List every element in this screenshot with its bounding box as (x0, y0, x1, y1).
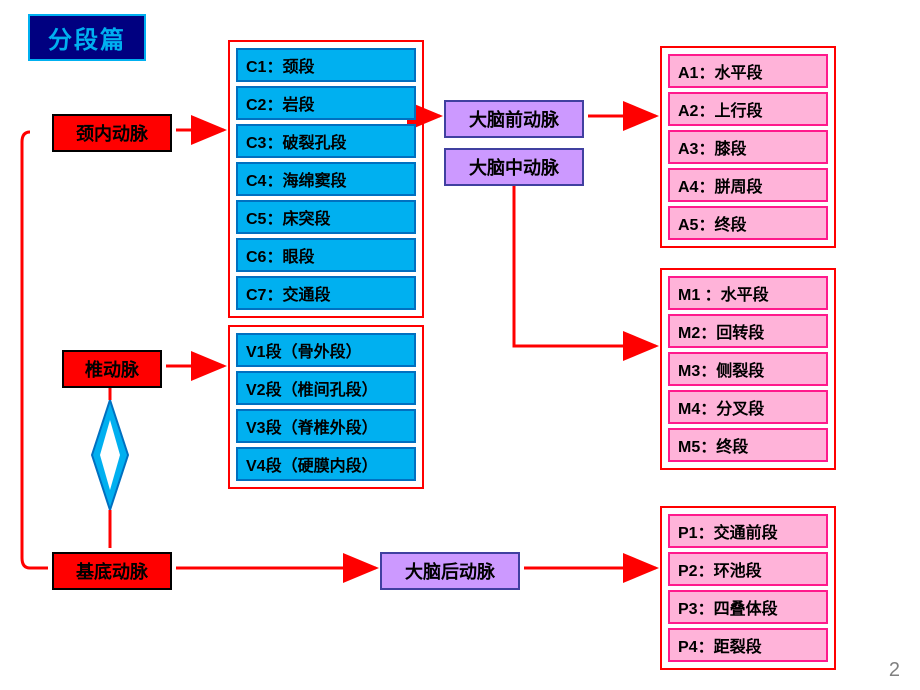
segment-item: C7：交通段 (236, 276, 416, 310)
arrow-mca-path (514, 182, 656, 346)
segment-item: C3：破裂孔段 (236, 124, 416, 158)
group-c: C1：颈段 C2：岩段 C3：破裂孔段 C4：海绵窦段 C5：床突段 C6：眼段 C7：交通… (228, 40, 424, 318)
segment-item: C5：床突段 (236, 200, 416, 234)
node-pca: 大脑后动脉 (380, 552, 520, 590)
diagram-canvas: { "title": "分段篇", "page_number": "2", "c… (0, 0, 920, 690)
segment-item: P2：环池段 (668, 552, 828, 586)
segment-item: C6：眼段 (236, 238, 416, 272)
segment-item: A1：水平段 (668, 54, 828, 88)
segment-item: M1 ：水平段 (668, 276, 828, 310)
segment-item: A2：上行段 (668, 92, 828, 126)
arrow-left-trunk (22, 132, 48, 568)
node-va: 椎动脉 (62, 350, 162, 388)
group-p: P1：交通前段 P2：环池段 P3：四叠体段 P4：距裂段 (660, 506, 836, 670)
group-m: M1 ：水平段 M2：回转段 M3：侧裂段 M4：分叉段 M5：终段 (660, 268, 836, 470)
segment-item: M5：终段 (668, 428, 828, 462)
page-number: 2 (889, 659, 900, 682)
segment-item: A5：终段 (668, 206, 828, 240)
segment-item: M2：回转段 (668, 314, 828, 348)
group-v: V1段（骨外段） V2段（椎间孔段） V3段（脊椎外段） V4段（硬膜内段） (228, 325, 424, 489)
segment-item: M3：侧裂段 (668, 352, 828, 386)
section-title: 分段篇 (28, 14, 146, 61)
segment-item: V2段（椎间孔段） (236, 371, 416, 405)
segment-item: P1：交通前段 (668, 514, 828, 548)
segment-item: A4：胼周段 (668, 168, 828, 202)
segment-item: C4：海绵窦段 (236, 162, 416, 196)
segment-item: P4：距裂段 (668, 628, 828, 662)
group-a: A1：水平段 A2：上行段 A3：膝段 A4：胼周段 A5：终段 (660, 46, 836, 248)
node-ica: 颈内动脉 (52, 114, 172, 152)
segment-item: A3：膝段 (668, 130, 828, 164)
segment-item: C2：岩段 (236, 86, 416, 120)
segment-item: C1：颈段 (236, 48, 416, 82)
segment-item: P3：四叠体段 (668, 590, 828, 624)
segment-item: M4：分叉段 (668, 390, 828, 424)
segment-item: V1段（骨外段） (236, 333, 416, 367)
segment-item: V4段（硬膜内段） (236, 447, 416, 481)
node-aca: 大脑前动脉 (444, 100, 584, 138)
node-mca: 大脑中动脉 (444, 148, 584, 186)
node-ba: 基底动脉 (52, 552, 172, 590)
segment-item: V3段（脊椎外段） (236, 409, 416, 443)
